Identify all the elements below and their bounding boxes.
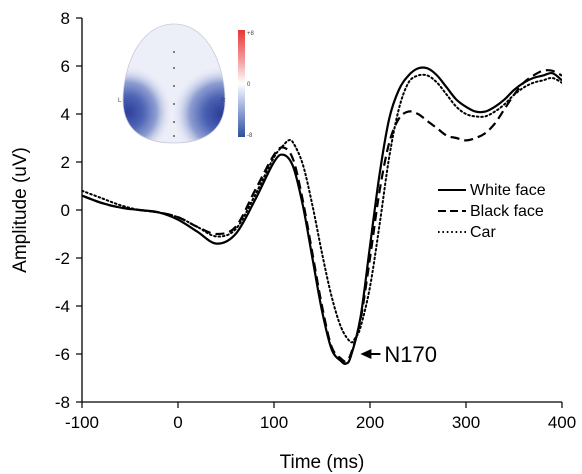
y-tick-label: 6 bbox=[61, 57, 70, 76]
series-line-car bbox=[82, 73, 562, 344]
axes: -100 0 100 200 300 400 -8 -6 -4 -2 0 2 4 6 8 bbox=[55, 9, 576, 432]
legend-label: White face bbox=[470, 182, 546, 199]
colorbar bbox=[238, 30, 245, 137]
y-axis-title: Amplitude (uV) bbox=[10, 147, 31, 273]
x-tick-label: 400 bbox=[548, 413, 576, 432]
n170-annotation: N170 bbox=[360, 342, 437, 367]
electrode-markers bbox=[173, 51, 175, 137]
scalp-right-label: R bbox=[221, 98, 226, 104]
x-tick-label: 0 bbox=[173, 413, 182, 432]
x-tick-label: 300 bbox=[452, 413, 480, 432]
series-layer bbox=[82, 66, 562, 365]
scalp-left-label: L bbox=[118, 98, 122, 104]
series-line-white-face bbox=[82, 66, 562, 365]
colorbar-top-label: +8 bbox=[247, 31, 255, 37]
scalp-topography-inset: L R +8 0 -8 bbox=[118, 23, 255, 144]
y-tick-label: 0 bbox=[61, 201, 70, 220]
x-tick-label: 200 bbox=[356, 413, 384, 432]
legend-label: Black face bbox=[470, 203, 544, 220]
x-ticks: -100 0 100 200 300 400 bbox=[65, 402, 576, 432]
colorbar-bottom-label: -8 bbox=[247, 133, 253, 139]
n170-label: N170 bbox=[384, 342, 437, 367]
y-tick-label: 2 bbox=[61, 153, 70, 172]
y-tick-label: 4 bbox=[61, 105, 70, 124]
n170-arrow-head bbox=[360, 349, 372, 359]
y-tick-label: 8 bbox=[61, 9, 70, 28]
colorbar-mid-label: 0 bbox=[247, 82, 251, 88]
x-tick-label: -100 bbox=[65, 413, 99, 432]
series-line-black-face bbox=[82, 69, 562, 363]
legend-label: Car bbox=[470, 224, 496, 241]
y-tick-label: -6 bbox=[55, 345, 70, 364]
y-tick-label: -4 bbox=[55, 297, 70, 316]
y-tick-label: -2 bbox=[55, 249, 70, 268]
x-tick-label: 100 bbox=[260, 413, 288, 432]
legend: White face Black face Car bbox=[438, 182, 546, 241]
scalp-map bbox=[123, 24, 225, 143]
scalp-outline bbox=[122, 23, 226, 144]
y-ticks: -8 -6 -4 -2 0 2 4 6 8 bbox=[55, 9, 82, 412]
x-axis-title: Time (ms) bbox=[280, 452, 365, 473]
y-tick-label: -8 bbox=[55, 393, 70, 412]
